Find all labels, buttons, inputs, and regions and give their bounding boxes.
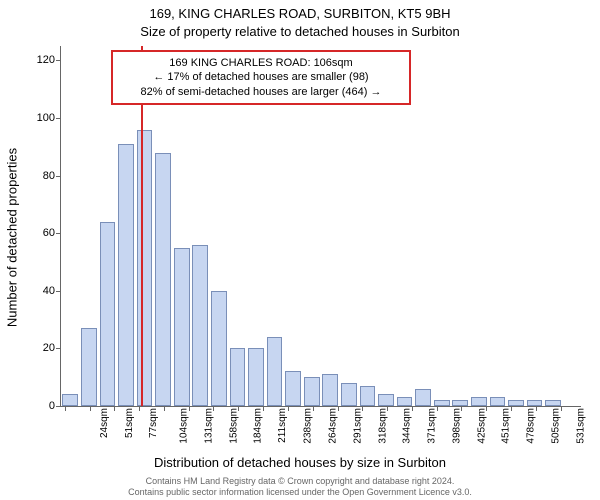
x-tick-mark	[189, 406, 190, 411]
histogram-bar	[545, 400, 561, 406]
y-tick-label: 40	[43, 285, 61, 297]
histogram-bar	[471, 397, 487, 406]
x-tick-label: 104sqm	[179, 408, 190, 444]
histogram-bar	[378, 394, 394, 406]
y-axis-label: Number of detached properties	[5, 128, 20, 348]
x-tick-mark	[362, 406, 363, 411]
x-tick-label: 131sqm	[204, 408, 215, 444]
histogram-bar	[304, 377, 320, 406]
page-title-sub: Size of property relative to detached ho…	[0, 24, 600, 39]
footer-line1: Contains HM Land Registry data © Crown c…	[0, 476, 600, 486]
x-tick-mark	[288, 406, 289, 411]
histogram-bar	[62, 394, 78, 406]
histogram-bar	[174, 248, 190, 406]
x-tick-mark	[238, 406, 239, 411]
histogram-bar	[360, 386, 376, 406]
x-tick-mark	[412, 406, 413, 411]
x-tick-label: 238sqm	[303, 408, 314, 444]
histogram-bar	[192, 245, 208, 406]
y-tick-label: 100	[37, 112, 61, 124]
x-tick-mark	[536, 406, 537, 411]
histogram-bar	[100, 222, 116, 406]
x-tick-label: 398sqm	[452, 408, 463, 444]
histogram-bar	[341, 383, 357, 406]
x-tick-label: 344sqm	[401, 408, 412, 444]
x-tick-mark	[114, 406, 115, 411]
histogram-bar	[322, 374, 338, 406]
x-tick-mark	[486, 406, 487, 411]
annotation-line1: 169 KING CHARLES ROAD: 106sqm	[119, 56, 403, 70]
histogram-bar	[211, 291, 227, 406]
x-tick-mark	[437, 406, 438, 411]
x-tick-label: 24sqm	[99, 408, 110, 438]
histogram-bar	[397, 397, 413, 406]
x-tick-label: 371sqm	[427, 408, 438, 444]
annotation-line2: ← 17% of detached houses are smaller (98…	[119, 70, 403, 84]
x-tick-mark	[511, 406, 512, 411]
x-tick-mark	[313, 406, 314, 411]
annotation-line3: 82% of semi-detached houses are larger (…	[119, 85, 403, 99]
x-tick-mark	[90, 406, 91, 411]
y-tick-label: 60	[43, 227, 61, 239]
histogram-bar	[81, 328, 97, 406]
histogram-bar	[155, 153, 171, 406]
histogram-bar	[267, 337, 283, 406]
histogram-bar	[230, 348, 246, 406]
y-tick-label: 20	[43, 342, 61, 354]
y-tick-label: 80	[43, 170, 61, 182]
x-tick-label: 291sqm	[352, 408, 363, 444]
y-tick-label: 0	[49, 400, 61, 412]
x-tick-mark	[387, 406, 388, 411]
x-tick-mark	[164, 406, 165, 411]
x-tick-label: 425sqm	[477, 408, 488, 444]
x-tick-mark	[65, 406, 66, 411]
x-tick-label: 158sqm	[229, 408, 240, 444]
x-tick-label: 478sqm	[526, 408, 537, 444]
x-axis-label: Distribution of detached houses by size …	[0, 455, 600, 470]
histogram-bar	[490, 397, 506, 406]
x-tick-label: 211sqm	[277, 408, 288, 443]
x-tick-mark	[461, 406, 462, 411]
x-tick-mark	[139, 406, 140, 411]
x-tick-label: 184sqm	[253, 408, 264, 444]
x-tick-label: 451sqm	[501, 408, 512, 444]
histogram-bar	[415, 389, 431, 406]
x-tick-mark	[338, 406, 339, 411]
footer-line2: Contains public sector information licen…	[0, 487, 600, 497]
histogram-bar	[248, 348, 264, 406]
annotation-box: 169 KING CHARLES ROAD: 106sqm ← 17% of d…	[111, 50, 411, 105]
x-tick-label: 77sqm	[148, 408, 159, 438]
x-tick-mark	[561, 406, 562, 411]
x-tick-label: 264sqm	[327, 408, 338, 444]
y-tick-label: 120	[37, 54, 61, 66]
x-tick-label: 531sqm	[575, 408, 586, 444]
histogram-bar	[118, 144, 134, 406]
page-title-address: 169, KING CHARLES ROAD, SURBITON, KT5 9B…	[0, 6, 600, 21]
x-tick-label: 51sqm	[124, 408, 135, 438]
x-tick-label: 505sqm	[551, 408, 562, 444]
x-tick-mark	[213, 406, 214, 411]
histogram-bar	[137, 130, 153, 406]
histogram-bar	[285, 371, 301, 406]
x-tick-label: 318sqm	[377, 408, 388, 444]
x-tick-mark	[263, 406, 264, 411]
histogram-plot: 169 KING CHARLES ROAD: 106sqm ← 17% of d…	[60, 46, 581, 407]
